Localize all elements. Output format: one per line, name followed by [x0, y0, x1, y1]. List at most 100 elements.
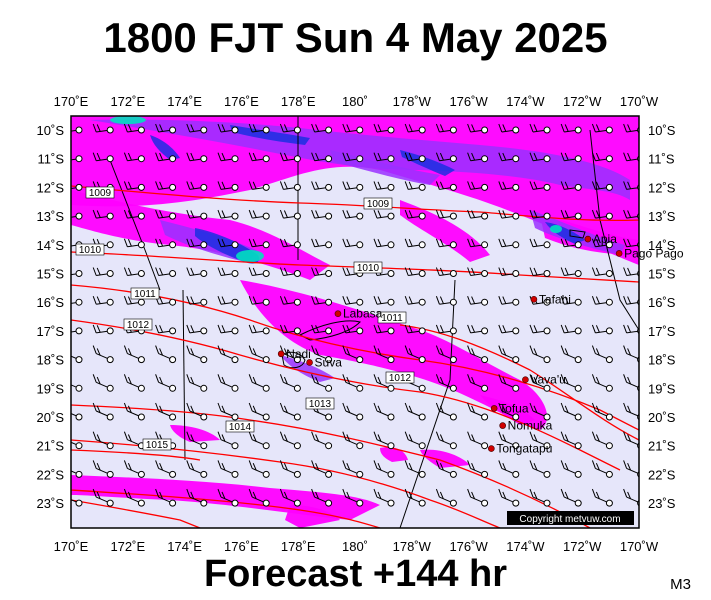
wind-barb-station — [512, 270, 520, 277]
wind-barb-station — [418, 413, 426, 421]
lat-label-left: 22˚S — [37, 467, 65, 482]
wind-barb-flag — [248, 402, 253, 412]
wind-barb — [217, 238, 239, 249]
wind-barb-flag — [502, 376, 507, 385]
lon-label-top: 178˚E — [281, 94, 316, 109]
wind-barb-flag — [186, 267, 191, 276]
wind-barb-flag — [311, 209, 316, 219]
wind-barb-flag — [377, 405, 382, 413]
wind-barb-flag — [66, 492, 69, 499]
wind-barb-station — [605, 126, 613, 134]
wind-barb-station — [75, 155, 83, 163]
wind-barb-flag — [159, 239, 164, 247]
wind-barb-station — [169, 241, 177, 249]
wind-barb-flag — [186, 296, 191, 305]
wind-barb-flag — [627, 463, 632, 471]
wind-barb — [342, 296, 364, 306]
wind-barb-flag — [439, 325, 444, 333]
wind-barb-flag — [595, 296, 600, 304]
wind-barb-flag — [155, 488, 160, 498]
wind-barb-flag — [186, 460, 191, 469]
wind-barb — [404, 238, 426, 249]
wind-barb-flag — [279, 431, 284, 440]
wind-barb-station — [418, 270, 426, 277]
boundary-line — [589, 129, 639, 331]
wind-barb-station — [543, 241, 551, 249]
wind-barb — [248, 181, 270, 191]
wind-barb-flag — [529, 431, 534, 440]
wind-barb-flag — [439, 124, 444, 132]
wind-barb-station — [387, 499, 395, 507]
wind-barb-flag — [279, 296, 284, 305]
isobar-label-text: 1011 — [381, 313, 403, 324]
wind-barb — [529, 374, 551, 392]
wind-barb-flag — [66, 153, 69, 160]
wind-barb-flag — [217, 374, 222, 383]
wind-barb-flag — [66, 406, 69, 413]
copyright-box: Copyright metvuw.com — [507, 511, 634, 525]
wind-barb-station — [356, 413, 364, 421]
wind-barb — [373, 460, 395, 478]
wind-barb-flag — [377, 376, 382, 385]
wind-barb — [311, 324, 333, 335]
wind-barb — [342, 238, 364, 249]
wind-barb-station — [325, 126, 333, 134]
wind-barb-station — [418, 442, 426, 450]
wind-barb-flag — [564, 124, 569, 132]
wind-barb-station — [387, 126, 395, 134]
wind-barb-station — [481, 241, 489, 249]
wind-barb-flag — [623, 123, 628, 133]
isobar-label: 1009 — [85, 186, 115, 199]
wind-barb-station — [169, 183, 177, 191]
wind-barb — [591, 402, 613, 421]
wind-barb — [342, 460, 364, 478]
isobar-label-text: 1009 — [89, 188, 112, 199]
wind-barb-flag — [373, 209, 378, 219]
lon-label-top: 178˚W — [393, 94, 432, 109]
wind-barb-flag — [560, 152, 565, 161]
wind-barb — [373, 488, 395, 507]
wind-barb-station — [137, 384, 145, 392]
wind-barb-station — [512, 241, 520, 249]
wind-barb-flag — [283, 348, 288, 356]
wind-barb-flag — [96, 463, 101, 471]
wind-barb — [123, 267, 145, 277]
place-label: Tofua — [499, 401, 529, 415]
wind-barb — [342, 374, 364, 392]
place-label: Apia — [593, 232, 617, 246]
wind-barb-flag — [533, 463, 538, 471]
wind-barb-station — [481, 298, 489, 306]
place-dot — [530, 296, 538, 303]
wind-barb-flag — [190, 325, 195, 333]
wind-barb — [123, 488, 145, 507]
wind-barb-flag — [595, 239, 600, 247]
wind-barb-flag — [92, 152, 97, 161]
wind-barb-flag — [248, 324, 253, 334]
wind-barb-flag — [591, 374, 596, 383]
wind-barb — [467, 238, 489, 249]
wind-barb-station — [231, 442, 239, 450]
wind-barb-flag — [404, 209, 409, 219]
wind-barb-station — [418, 384, 426, 392]
wind-barb-station — [106, 270, 114, 277]
wind-barb-flag — [221, 325, 226, 333]
wind-barb-flag — [467, 460, 472, 469]
wind-barb-flag — [342, 123, 347, 133]
precip-max-area — [236, 250, 264, 262]
wind-barb-flag — [190, 376, 195, 385]
wind-barb-station — [418, 499, 426, 507]
wind-barb-flag — [529, 488, 534, 498]
wind-barb-station — [481, 413, 489, 421]
wind-barb-flag — [221, 181, 226, 189]
wind-barb-station — [356, 356, 364, 364]
wind-barb-flag — [623, 374, 628, 383]
wind-barb — [186, 374, 208, 392]
model-label: M3 — [670, 576, 691, 593]
wind-barb-station — [574, 298, 582, 306]
wind-barb — [92, 460, 114, 478]
wind-barb-flag — [66, 211, 69, 218]
wind-barb-flag — [564, 463, 569, 471]
wind-barb-station — [106, 155, 114, 163]
wind-barb-flag — [315, 181, 320, 189]
wind-barb-station — [169, 384, 177, 392]
